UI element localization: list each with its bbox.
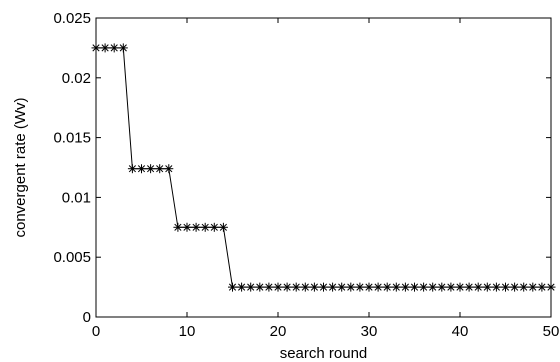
- data-point-marker: [528, 282, 538, 292]
- data-point-marker: [182, 222, 192, 232]
- data-point-marker: [446, 282, 456, 292]
- data-point-marker: [273, 282, 283, 292]
- data-point-marker: [228, 282, 237, 292]
- data-point-marker: [164, 164, 174, 174]
- x-tick-label: 30: [361, 323, 378, 340]
- y-tick-label: 0.01: [62, 189, 91, 206]
- data-point-marker: [118, 43, 128, 53]
- data-point-marker: [155, 164, 165, 174]
- data-point-marker: [246, 282, 256, 292]
- data-point-marker: [355, 282, 365, 292]
- data-point-marker: [428, 282, 438, 292]
- x-tick-label: 10: [179, 323, 196, 340]
- data-point-marker: [501, 282, 510, 292]
- data-point-marker: [537, 282, 547, 292]
- y-axis-label: convergent rate (Wv): [12, 97, 29, 237]
- data-point-marker: [419, 282, 429, 292]
- data-point-marker: [191, 222, 201, 232]
- data-point-marker: [391, 282, 401, 292]
- data-point-marker: [337, 282, 347, 292]
- data-point-marker: [237, 282, 247, 292]
- data-point-marker: [319, 282, 328, 292]
- data-point-marker: [300, 282, 310, 292]
- data-point-marker: [100, 43, 110, 53]
- data-point-marker: [255, 282, 265, 292]
- data-point-marker: [510, 282, 520, 292]
- data-point-marker: [291, 282, 301, 292]
- data-point-marker: [91, 43, 101, 53]
- data-point-marker: [482, 282, 492, 292]
- data-point-marker: [491, 282, 501, 292]
- y-axis-ticks: 0 0.005 0.01 0.015 0.02 0.025: [53, 10, 551, 326]
- x-tick-label: 40: [452, 323, 469, 340]
- data-point-marker: [218, 222, 228, 232]
- data-point-marker: [455, 282, 465, 292]
- y-tick-label: 0.025: [53, 10, 91, 27]
- y-tick-label: 0.02: [62, 70, 91, 87]
- y-tick-label: 0.015: [53, 130, 91, 147]
- data-point-marker: [209, 222, 219, 232]
- y-tick-label: 0.005: [53, 249, 91, 266]
- x-axis-label: search round: [280, 345, 368, 362]
- data-point-marker: [400, 282, 410, 292]
- data-point-marker: [464, 282, 474, 292]
- x-tick-label: 0: [92, 323, 100, 340]
- data-point-marker: [146, 164, 156, 174]
- data-point-marker: [382, 282, 392, 292]
- data-point-marker: [282, 282, 292, 292]
- data-point-marker: [346, 282, 356, 292]
- data-point-marker: [264, 282, 274, 292]
- data-point-marker: [328, 282, 338, 292]
- data-point-marker: [127, 164, 137, 174]
- y-tick-label: 0: [83, 309, 91, 326]
- x-tick-label: 50: [543, 323, 560, 340]
- data-point-marker: [473, 282, 483, 292]
- x-tick-label: 20: [270, 323, 287, 340]
- series-markers: [91, 43, 556, 292]
- data-point-marker: [137, 164, 146, 174]
- data-point-marker: [437, 282, 447, 292]
- data-point-marker: [173, 222, 183, 232]
- data-point-marker: [373, 282, 383, 292]
- data-point-marker: [309, 282, 319, 292]
- data-point-marker: [364, 282, 374, 292]
- data-point-marker: [200, 222, 210, 232]
- data-point-marker: [410, 282, 419, 292]
- plot-area-frame: [95, 17, 552, 318]
- x-axis-ticks: 0 10 20 30 40 50: [92, 18, 560, 340]
- data-point-marker: [109, 43, 119, 53]
- data-point-marker: [519, 282, 529, 292]
- data-point-marker: [546, 282, 556, 292]
